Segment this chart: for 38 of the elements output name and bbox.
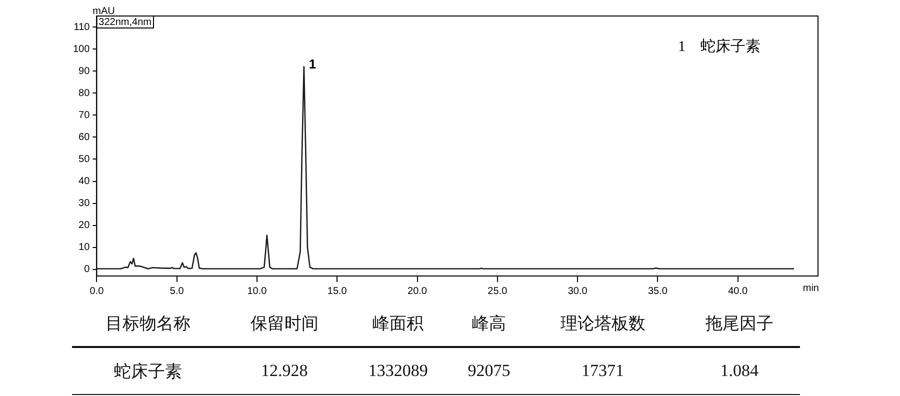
y-tick-label: 10 xyxy=(78,242,90,254)
text: 1.084 xyxy=(678,347,800,394)
text: 1332089 xyxy=(344,347,452,394)
text: 12.928 xyxy=(224,347,345,394)
x-tick-label: 0.0 xyxy=(90,286,104,297)
text: 拖尾因子 xyxy=(678,300,800,347)
annotation: 1 xyxy=(308,56,316,72)
x-tick-label: 15.0 xyxy=(327,286,348,297)
annotation: 322nm,4nm xyxy=(98,16,152,28)
x-tick-label: 5.0 xyxy=(170,286,184,297)
y-tick-label: 40 xyxy=(78,176,90,188)
text: 蛇床子素 xyxy=(72,347,224,394)
y-tick-label: 80 xyxy=(78,88,90,99)
text: 峰高 xyxy=(451,300,527,347)
x-tick-label: 35.0 xyxy=(648,286,668,297)
y-tick-label: 20 xyxy=(78,220,90,232)
x-tick-label: 40.0 xyxy=(728,286,748,297)
text: 92075 xyxy=(451,347,527,394)
y-tick-label: 60 xyxy=(78,132,90,143)
y-tick-label: 100 xyxy=(72,44,90,55)
x-tick-label: 20.0 xyxy=(408,286,428,297)
text: 目标物名称 xyxy=(72,300,224,347)
y-tick-label: 0 xyxy=(84,264,90,276)
y-tick-label: 30 xyxy=(78,198,90,210)
y-tick-label: 90 xyxy=(78,66,90,77)
text: 17371 xyxy=(526,347,679,394)
y-tick-label: 70 xyxy=(78,110,90,121)
text: 峰面积 xyxy=(344,300,452,347)
x-tick-label: 25.0 xyxy=(488,286,508,297)
y-tick-label: 50 xyxy=(78,154,90,165)
y-axis-title: mAU xyxy=(92,6,115,17)
text: 理论塔板数 xyxy=(526,300,679,347)
x-tick-label: 30.0 xyxy=(568,286,588,297)
x-axis-title: min xyxy=(802,282,819,294)
annotation: 1 蛇床子素 xyxy=(678,38,760,55)
text: 保留时间 xyxy=(224,300,345,347)
x-tick-label: 10.0 xyxy=(247,286,268,297)
y-tick-label: 110 xyxy=(74,22,90,33)
